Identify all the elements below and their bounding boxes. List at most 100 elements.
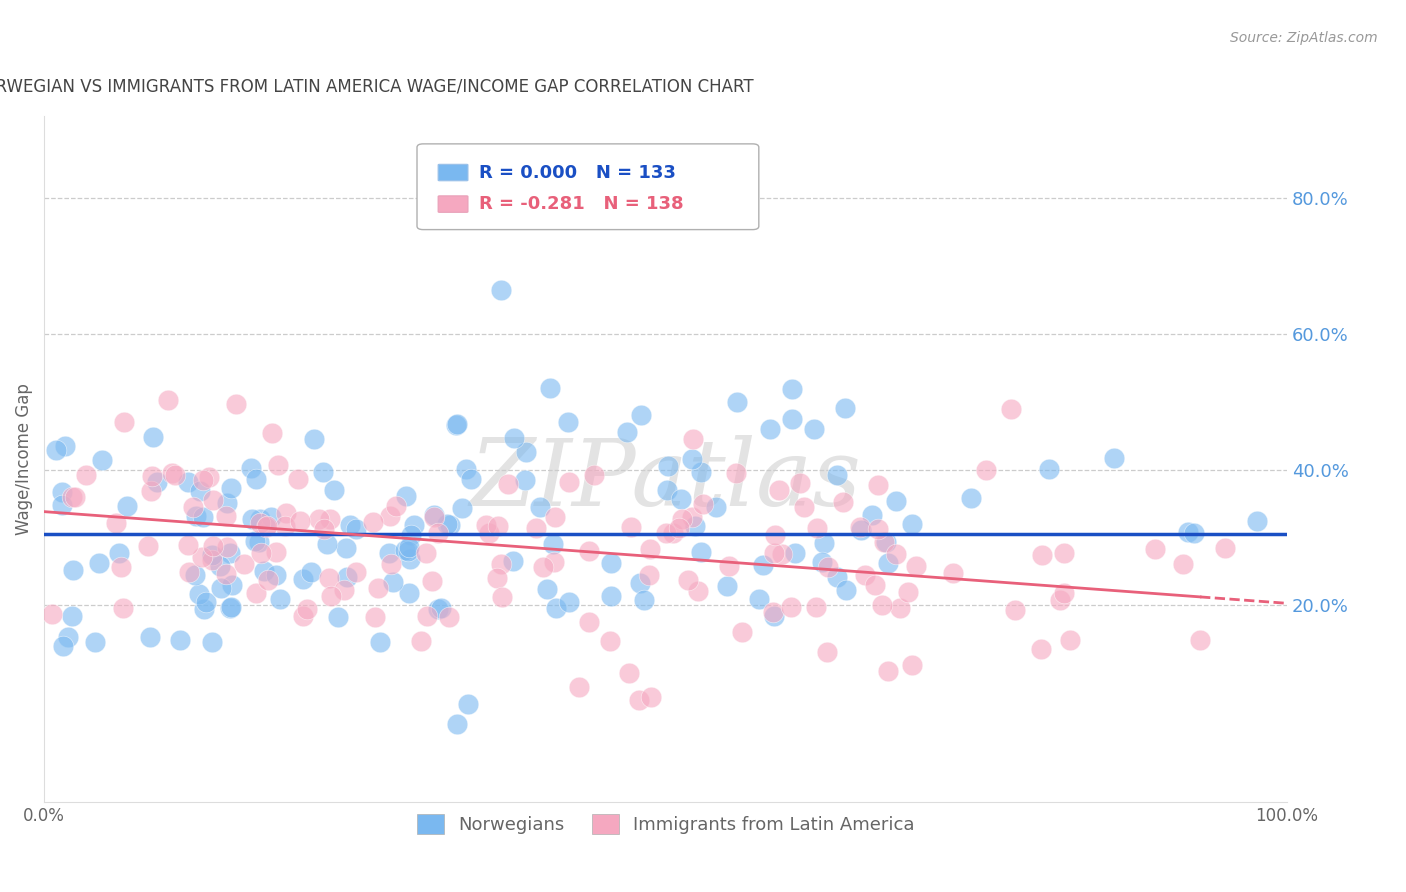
Point — [115, 500, 138, 514]
Point — [1031, 548, 1053, 562]
Point — [404, 517, 426, 532]
Point — [872, 598, 894, 612]
Point — [657, 459, 679, 474]
Point — [1213, 541, 1236, 555]
Point — [655, 483, 678, 497]
Point — [515, 445, 537, 459]
Point — [142, 430, 165, 444]
Point — [177, 475, 200, 490]
Point — [724, 466, 747, 480]
Point — [1004, 603, 1026, 617]
Point — [312, 523, 335, 537]
Point — [877, 556, 900, 570]
Point — [546, 601, 568, 615]
Point — [156, 392, 179, 407]
Point — [524, 521, 547, 535]
Point — [262, 426, 284, 441]
Point — [681, 452, 703, 467]
Point — [491, 591, 513, 605]
Point — [177, 538, 200, 552]
Point — [620, 520, 643, 534]
Point — [52, 639, 75, 653]
Point — [193, 602, 215, 616]
Point — [146, 475, 169, 490]
Point — [817, 560, 839, 574]
Point — [475, 517, 498, 532]
Point — [628, 576, 651, 591]
Point — [848, 520, 870, 534]
Point — [396, 543, 419, 558]
Point — [762, 609, 785, 624]
Point — [291, 572, 314, 586]
Point — [600, 589, 623, 603]
Point — [451, 501, 474, 516]
Point — [513, 473, 536, 487]
Point — [763, 527, 786, 541]
Point — [748, 591, 770, 606]
Point — [725, 394, 748, 409]
Point — [1031, 642, 1053, 657]
Point — [426, 526, 449, 541]
Point — [853, 568, 876, 582]
Point — [184, 568, 207, 582]
Point — [640, 542, 662, 557]
Y-axis label: Wage/Income Gap: Wage/Income Gap — [15, 384, 32, 535]
Point — [264, 544, 287, 558]
Point — [716, 578, 738, 592]
Point — [849, 524, 872, 538]
Point — [344, 523, 367, 537]
Point — [53, 439, 76, 453]
Point — [87, 557, 110, 571]
Point — [319, 589, 342, 603]
Point — [177, 566, 200, 580]
Point — [457, 697, 479, 711]
Point — [863, 577, 886, 591]
Point — [793, 500, 815, 514]
Point — [491, 557, 513, 571]
Point — [160, 466, 183, 480]
Point — [1059, 632, 1081, 647]
Point — [382, 574, 405, 589]
Point — [215, 496, 238, 510]
Point — [339, 518, 361, 533]
Point — [568, 680, 591, 694]
Point — [112, 601, 135, 615]
Point — [361, 516, 384, 530]
Point — [617, 666, 640, 681]
Text: Source: ZipAtlas.com: Source: ZipAtlas.com — [1230, 31, 1378, 45]
Point — [529, 500, 551, 514]
Point — [225, 397, 247, 411]
Point — [311, 465, 333, 479]
Point — [1177, 524, 1199, 539]
Point — [717, 558, 740, 573]
Point — [780, 411, 803, 425]
Point — [974, 463, 997, 477]
Point — [215, 566, 238, 581]
Point — [676, 574, 699, 588]
Point — [454, 462, 477, 476]
Point — [264, 568, 287, 582]
Point — [344, 565, 367, 579]
Point — [446, 417, 468, 431]
Text: R = 0.000   N = 133: R = 0.000 N = 133 — [479, 163, 676, 182]
Point — [640, 690, 662, 704]
Point — [60, 608, 83, 623]
Point — [423, 508, 446, 522]
Point — [247, 535, 270, 549]
Point — [45, 443, 67, 458]
Point — [197, 470, 219, 484]
Point — [1102, 450, 1125, 465]
FancyBboxPatch shape — [418, 144, 759, 229]
Point — [266, 458, 288, 473]
Point — [254, 520, 277, 534]
Point — [460, 472, 482, 486]
Point — [420, 574, 443, 589]
Point — [104, 516, 127, 530]
Point — [75, 468, 97, 483]
Point — [681, 510, 703, 524]
Point — [326, 610, 349, 624]
Point — [201, 549, 224, 563]
Point — [315, 537, 337, 551]
Point — [191, 473, 214, 487]
Point — [654, 526, 676, 541]
